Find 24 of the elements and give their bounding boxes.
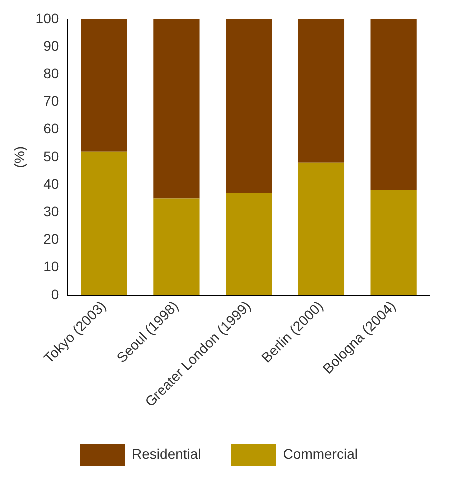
y-tick-label: 80 [44, 65, 60, 82]
y-axis-title: (%) [11, 146, 28, 168]
legend-label: Commercial [283, 446, 358, 462]
bar [81, 19, 128, 152]
y-tick-label: 20 [44, 231, 60, 248]
y-tick-label: 10 [44, 258, 60, 275]
y-tick-label: 90 [44, 38, 60, 54]
bar [154, 198, 200, 296]
bar [370, 19, 417, 191]
y-tick-label: 40 [44, 176, 60, 192]
y-tick-label: 0 [51, 286, 60, 302]
y-tick-label: 30 [44, 203, 60, 220]
bar [298, 19, 345, 163]
bar [81, 152, 128, 296]
bar [226, 193, 272, 296]
bar [154, 19, 200, 199]
bar [370, 190, 417, 296]
y-tick-label: 50 [44, 148, 60, 164]
bar [226, 19, 272, 194]
y-tick-label: 70 [44, 93, 60, 110]
legend-label: Residential [132, 446, 202, 462]
y-tick-label: 60 [44, 120, 60, 137]
bar [298, 162, 345, 296]
y-tick-label: 100 [36, 10, 60, 26]
